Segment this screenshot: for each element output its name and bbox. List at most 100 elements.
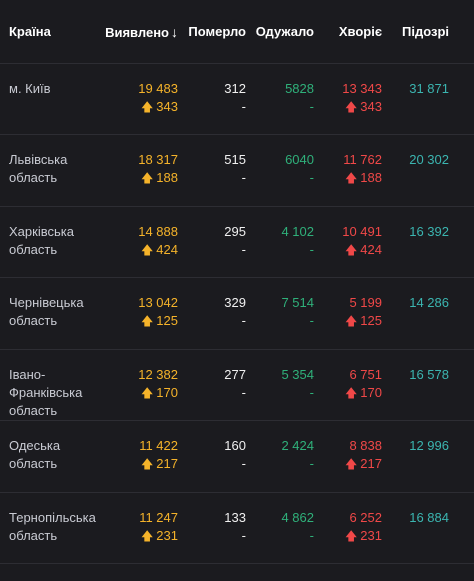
suspected-value: 16 884 <box>409 510 449 525</box>
arrow-up-icon: 🡅 <box>140 100 154 114</box>
recovered-value: 4 102 <box>281 224 314 239</box>
arrow-up-icon: 🡅 <box>140 529 154 543</box>
recovered-value: 2 424 <box>281 438 314 453</box>
found-delta: 🡅 188 <box>140 170 178 185</box>
dead-delta: - <box>241 456 246 471</box>
suspected-cell: 16 884 <box>382 509 462 527</box>
table-row[interactable]: Івано-Франківська область 12 382 🡅 170 27… <box>0 350 474 421</box>
suspected-value: 14 286 <box>409 295 449 310</box>
dead-value: 295 <box>224 224 246 239</box>
dead-cell: 515 - <box>178 151 246 187</box>
recovered-delta: - <box>309 313 314 328</box>
found-cell: 14 888 🡅 424 <box>105 223 178 259</box>
arrow-up-icon: 🡅 <box>140 314 154 328</box>
recovered-delta: - <box>309 385 314 400</box>
suspected-value: 31 871 <box>409 81 449 96</box>
dead-value: 160 <box>224 438 246 453</box>
column-header-dead[interactable]: Померло <box>188 24 246 39</box>
covid-stats-table: Країна Виявлено ↓ Померло Одужало Хворіє … <box>0 0 474 564</box>
found-value: 11 247 <box>139 510 178 525</box>
table-row[interactable]: Чернівецька область 13 042 🡅 125 329 - 7 … <box>0 278 474 350</box>
region-name: м. Київ <box>9 81 51 96</box>
table-header: Країна Виявлено ↓ Померло Одужало Хворіє … <box>0 0 474 64</box>
dead-delta: - <box>241 313 246 328</box>
sick-cell: 11 762 🡅 188 <box>314 151 382 187</box>
dead-value: 312 <box>224 81 246 96</box>
dead-delta: - <box>241 528 246 543</box>
sick-value: 6 252 <box>349 510 382 525</box>
table-row[interactable]: Харківська область 14 888 🡅 424 295 - 4 1… <box>0 207 474 278</box>
found-delta: 🡅 170 <box>140 385 178 400</box>
region-name: Одеська область <box>9 438 61 471</box>
sick-value: 13 343 <box>342 81 382 96</box>
recovered-delta: - <box>309 242 314 257</box>
dead-value: 277 <box>224 367 246 382</box>
column-header-suspected[interactable]: Підозрі <box>402 24 449 39</box>
found-delta: 🡅 343 <box>140 99 178 114</box>
suspected-cell: 14 286 <box>382 294 462 312</box>
sort-down-icon[interactable]: ↓ <box>171 23 178 40</box>
dead-cell: 277 - <box>178 366 246 402</box>
column-header-found[interactable]: Виявлено ↓ <box>105 23 178 40</box>
region-name: Івано-Франківська область <box>9 367 83 418</box>
region-name: Чернівецька область <box>9 295 84 328</box>
found-value: 12 382 <box>138 367 178 382</box>
found-cell: 18 317 🡅 188 <box>105 151 178 187</box>
recovered-delta: - <box>309 99 314 114</box>
table-row[interactable]: м. Київ 19 483 🡅 343 312 - 5828 - 13 343 … <box>0 64 474 135</box>
recovered-cell: 2 424 - <box>246 437 314 473</box>
sick-cell: 8 838 🡅 217 <box>314 437 382 473</box>
recovered-cell: 4 102 - <box>246 223 314 259</box>
dead-delta: - <box>241 242 246 257</box>
arrow-up-icon: 🡅 <box>344 100 358 114</box>
found-value: 13 042 <box>138 295 178 310</box>
sick-cell: 13 343 🡅 343 <box>314 80 382 116</box>
dead-value: 133 <box>224 510 246 525</box>
table-row[interactable]: Тернопільська область 11 247 🡅 231 133 - … <box>0 493 474 564</box>
sick-delta: 🡅 217 <box>344 456 382 471</box>
found-delta: 🡅 231 <box>140 528 178 543</box>
suspected-value: 20 302 <box>409 152 449 167</box>
column-header-sick[interactable]: Хворіє <box>338 24 382 39</box>
recovered-cell: 7 514 - <box>246 294 314 330</box>
arrow-up-icon: 🡅 <box>344 171 358 185</box>
table-row[interactable]: Львівська область 18 317 🡅 188 515 - 6040… <box>0 135 474 207</box>
found-cell: 12 382 🡅 170 <box>105 366 178 402</box>
suspected-cell: 16 392 <box>382 223 462 241</box>
suspected-value: 16 578 <box>409 367 449 382</box>
region-name: Харківська область <box>9 224 74 257</box>
recovered-delta: - <box>309 456 314 471</box>
sick-delta: 🡅 188 <box>344 170 382 185</box>
table-row[interactable]: Одеська область 11 422 🡅 217 160 - 2 424 … <box>0 421 474 493</box>
arrow-up-icon: 🡅 <box>344 314 358 328</box>
suspected-value: 16 392 <box>409 224 449 239</box>
sick-cell: 6 252 🡅 231 <box>314 509 382 545</box>
sick-value: 8 838 <box>349 438 382 453</box>
dead-cell: 133 - <box>178 509 246 545</box>
arrow-up-icon: 🡅 <box>344 243 358 257</box>
recovered-cell: 5828 - <box>246 80 314 116</box>
recovered-value: 6040 <box>285 152 314 167</box>
sick-value: 5 199 <box>349 295 382 310</box>
sick-delta: 🡅 424 <box>344 242 382 257</box>
recovered-cell: 4 862 - <box>246 509 314 545</box>
arrow-up-icon: 🡅 <box>140 171 154 185</box>
sick-value: 10 491 <box>342 224 382 239</box>
arrow-up-icon: 🡅 <box>140 386 154 400</box>
column-header-country[interactable]: Країна <box>9 23 51 39</box>
suspected-cell: 12 996 <box>382 437 462 455</box>
found-cell: 19 483 🡅 343 <box>105 80 178 116</box>
found-value: 11 422 <box>139 438 178 453</box>
sick-cell: 6 751 🡅 170 <box>314 366 382 402</box>
sick-cell: 5 199 🡅 125 <box>314 294 382 330</box>
found-delta: 🡅 424 <box>140 242 178 257</box>
found-value: 18 317 <box>138 152 178 167</box>
sick-cell: 10 491 🡅 424 <box>314 223 382 259</box>
column-header-recovered[interactable]: Одужало <box>255 24 314 39</box>
recovered-value: 5 354 <box>281 367 314 382</box>
found-value: 14 888 <box>138 224 178 239</box>
dead-delta: - <box>241 385 246 400</box>
recovered-delta: - <box>309 528 314 543</box>
arrow-up-icon: 🡅 <box>344 386 358 400</box>
sick-delta: 🡅 170 <box>344 385 382 400</box>
